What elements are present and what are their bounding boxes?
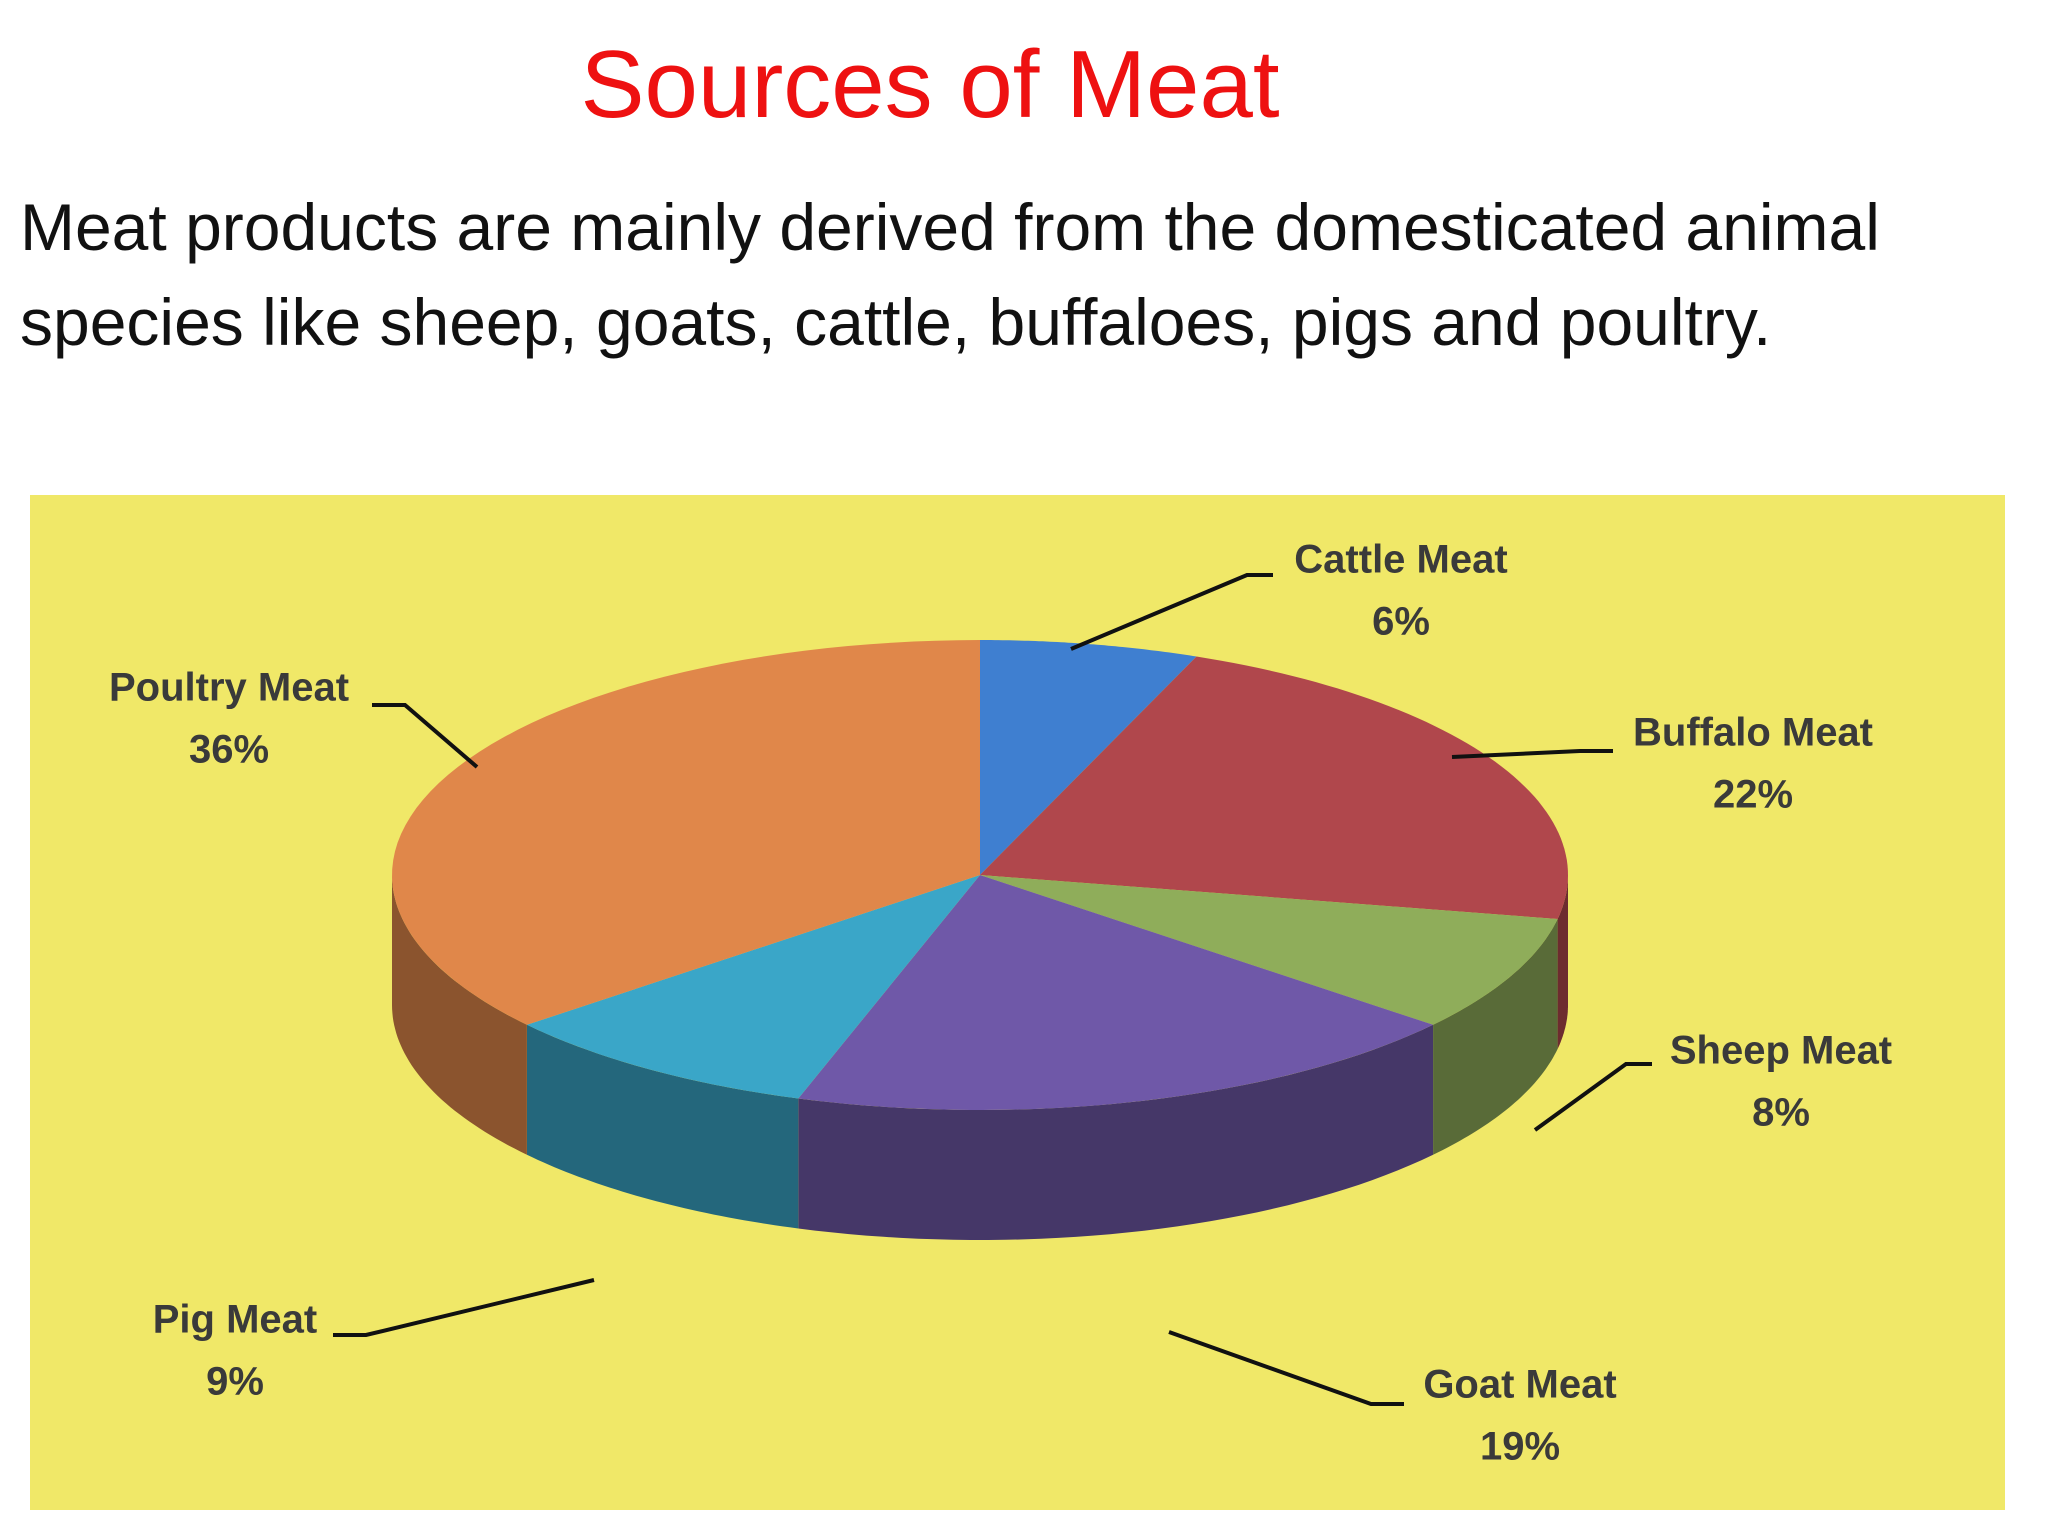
slice-value-label: 9% — [206, 1360, 264, 1404]
slice-side — [526, 1024, 799, 1229]
slice-label: Goat Meat — [1423, 1363, 1616, 1407]
leader-line — [333, 1278, 595, 1337]
slice-value-label: 8% — [1752, 1091, 1810, 1135]
body-text: Meat products are mainly derived from th… — [20, 190, 1880, 359]
slice — [526, 875, 980, 1099]
slice-value-label: 22% — [1713, 773, 1793, 817]
leader-line — [1533, 1062, 1652, 1132]
slice — [798, 875, 1434, 1110]
slice-side — [1557, 875, 1568, 1049]
slice — [980, 640, 1197, 875]
leader-line — [372, 703, 479, 769]
slice — [392, 640, 980, 1025]
slice-label: Poultry Meat — [109, 666, 349, 710]
leader-line — [1451, 749, 1613, 759]
slice-side — [1433, 919, 1558, 1155]
slice-label: Sheep Meat — [1670, 1029, 1892, 1073]
leader-line — [1168, 1330, 1404, 1406]
leader-line — [1070, 573, 1273, 651]
slice-value-label: 19% — [1480, 1425, 1560, 1469]
slice-label: Pig Meat — [153, 1298, 317, 1342]
slice — [980, 875, 1558, 1025]
slice-side — [392, 875, 527, 1155]
slice-side — [798, 1024, 1434, 1240]
slice-value-label: 6% — [1372, 600, 1430, 644]
slide-title: Sources of Meat — [580, 31, 1280, 138]
slice-label: Buffalo Meat — [1633, 711, 1873, 755]
slice-label: Cattle Meat — [1294, 538, 1507, 582]
slice-value-label: 36% — [189, 728, 269, 772]
slice — [980, 656, 1568, 919]
